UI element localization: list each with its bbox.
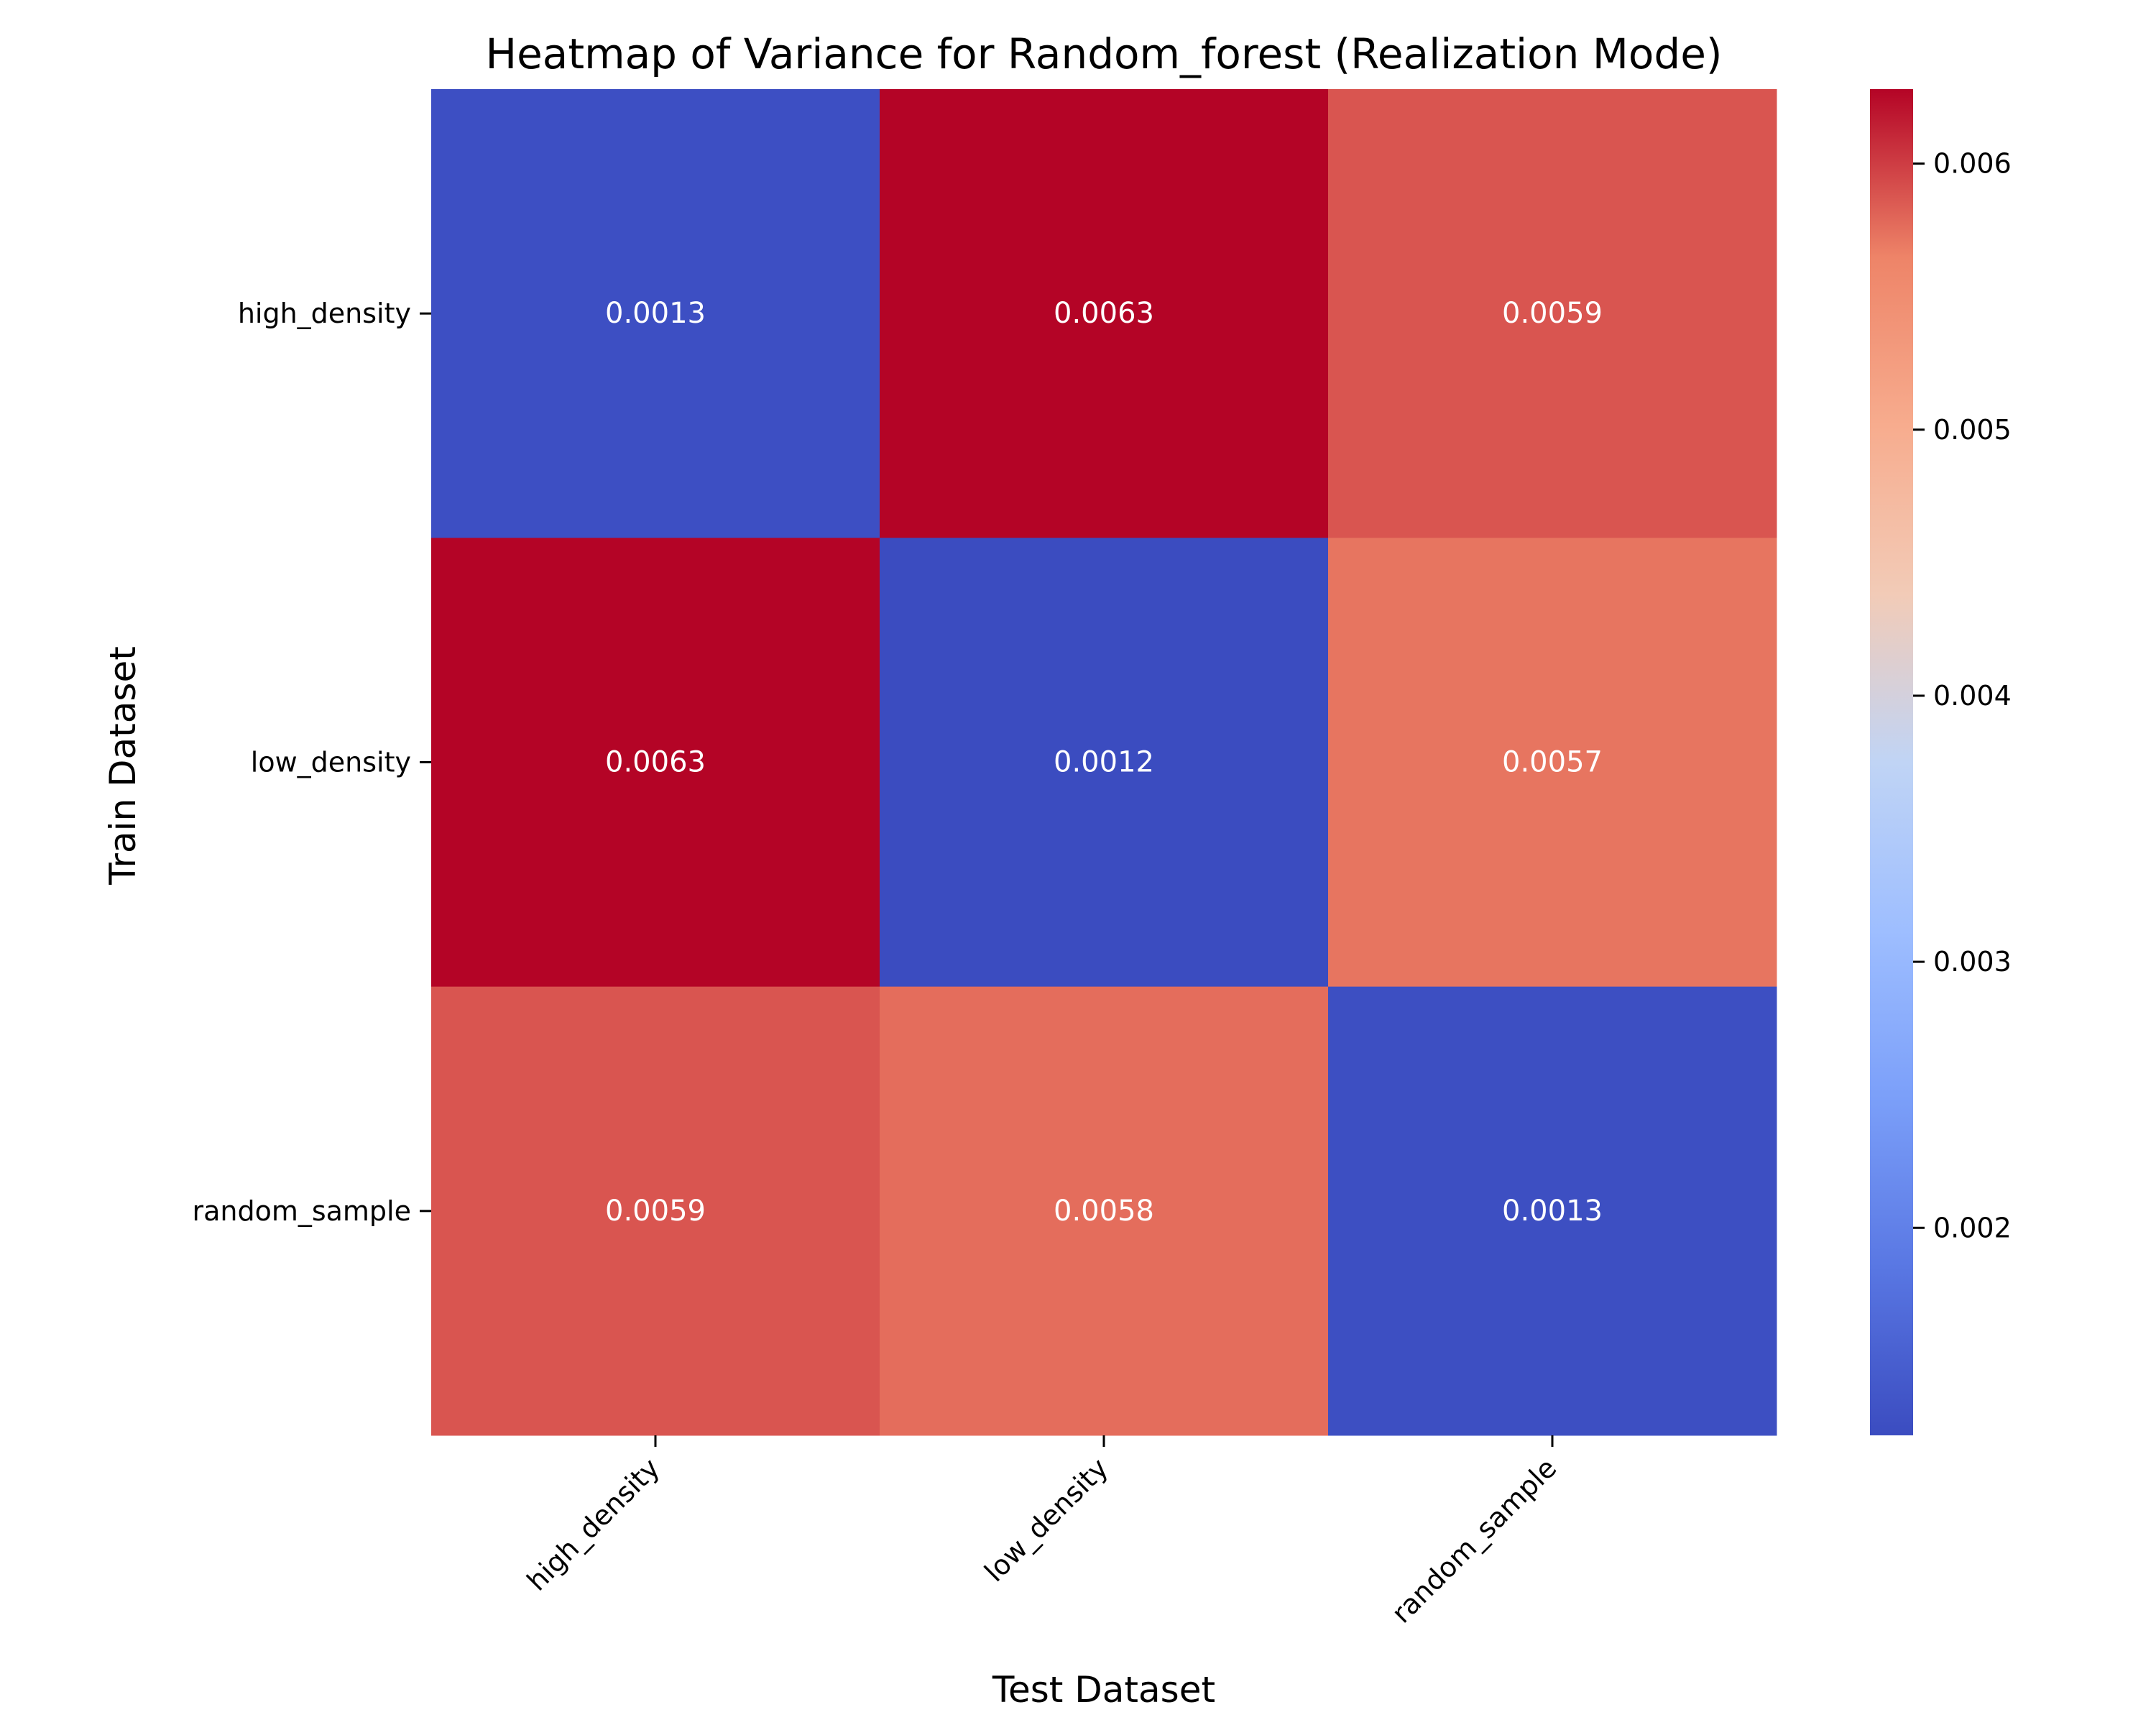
x-axis-label: Test Dataset: [992, 1669, 1215, 1711]
cell-annotation: 0.0057: [1502, 746, 1603, 779]
cell-annotation: 0.0063: [605, 746, 706, 779]
y-axis-ticks: high_density low_density random_sample: [192, 298, 431, 1227]
cell-annotation: 0.0012: [1054, 746, 1154, 779]
cell-annotation: 0.0058: [1054, 1195, 1154, 1228]
colorbar-tick-label: 0.005: [1933, 414, 2012, 446]
colorbar-tick-label: 0.002: [1933, 1212, 2012, 1243]
heatmap-cell-low-density-random-sample: [1328, 538, 1777, 988]
x-tick-label: random_sample: [1386, 1452, 1562, 1629]
heatmap-cell-random-sample-low-density: [880, 986, 1329, 1436]
heatmap-cell-random-sample-high-density: [431, 986, 880, 1436]
heatmap-cell-high-density-random-sample: [1328, 89, 1777, 538]
cell-annotation: 0.0013: [605, 297, 706, 330]
heatmap-cell-low-density-low-density: [880, 538, 1329, 988]
colorbar-ticks: 0.002 0.003 0.004 0.005 0.006: [1913, 148, 2012, 1243]
colorbar: [1870, 89, 1913, 1435]
y-tick-label: high_density: [238, 298, 411, 329]
x-axis-ticks: high_density low_density random_sample: [521, 1435, 1562, 1629]
colorbar-tick-label: 0.003: [1933, 946, 2012, 978]
heatmap-cell-random-sample-random-sample: [1328, 986, 1777, 1436]
cell-annotations: 0.0013 0.0063 0.0059 0.0063 0.0012 0.0057 0.00…: [605, 297, 1603, 1228]
y-tick-label: random_sample: [192, 1195, 411, 1227]
x-tick-label: high_density: [521, 1452, 666, 1597]
chart-title: Heatmap of Variance for Random_forest (R…: [485, 29, 1722, 78]
heatmap-cells: [431, 89, 1777, 1436]
cell-annotation: 0.0059: [605, 1195, 706, 1228]
heatmap-cell-low-density-high-density: [431, 538, 880, 988]
colorbar-tick-label: 0.004: [1933, 680, 2012, 712]
y-tick-label: low_density: [251, 747, 411, 778]
y-axis-label: Train Dataset: [102, 646, 144, 886]
cell-annotation: 0.0059: [1502, 297, 1603, 330]
heatmap-cell-high-density-high-density: [431, 89, 880, 538]
heatmap-cell-high-density-low-density: [880, 89, 1329, 538]
cell-annotation: 0.0013: [1502, 1195, 1603, 1228]
colorbar-tick-label: 0.006: [1933, 148, 2012, 180]
x-tick-label: low_density: [978, 1452, 1114, 1588]
cell-annotation: 0.0063: [1054, 297, 1154, 330]
